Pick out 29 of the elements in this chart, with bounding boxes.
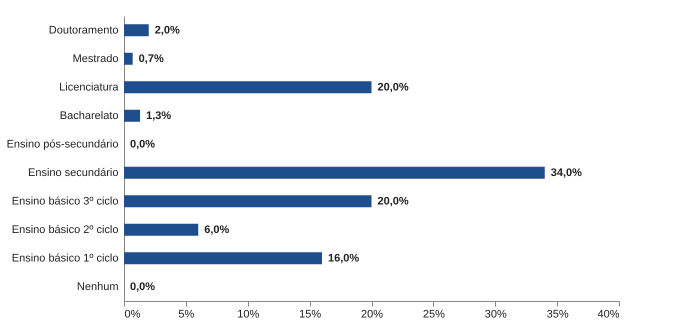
x-tick-label: 20%: [360, 308, 384, 320]
data-label: 1,3%: [146, 110, 172, 122]
y-tick-label: Ensino básico 1º ciclo: [12, 252, 118, 264]
data-label: 6,0%: [204, 224, 230, 236]
x-tick-label: 10%: [237, 308, 260, 320]
data-label: 20,0%: [378, 81, 409, 94]
y-tick-label: Mestrado: [72, 52, 118, 65]
data-label: 0,0%: [130, 280, 156, 293]
data-label: 2,0%: [154, 24, 180, 36]
data-label: 0,0%: [130, 138, 156, 150]
data-label: 16,0%: [328, 252, 360, 264]
y-tick-label: Ensino pós-secundário: [6, 138, 118, 150]
x-tick-label: 0%: [124, 308, 141, 320]
y-tick-label: Licenciatura: [59, 81, 120, 94]
data-label: 34,0%: [550, 166, 582, 179]
y-tick-label: Bacharelato: [60, 110, 118, 122]
x-tick-label: 40%: [597, 308, 620, 320]
x-tick-label: 35%: [546, 308, 569, 320]
data-label: 0,7%: [138, 52, 164, 65]
y-tick-label: Ensino básico 2º ciclo: [12, 224, 118, 236]
y-tick-label: Doutoramento: [48, 24, 118, 36]
x-tick-label: 5%: [178, 308, 195, 320]
x-tick-label: 30%: [484, 308, 507, 320]
y-tick-label: Nenhum: [76, 280, 118, 293]
x-tick-label: 25%: [422, 308, 446, 320]
y-tick-label: Ensino secundário: [28, 166, 118, 179]
y-tick-label: Ensino básico 3º ciclo: [12, 195, 118, 208]
data-label: 20,0%: [378, 195, 409, 208]
x-tick-label: 15%: [299, 308, 322, 320]
